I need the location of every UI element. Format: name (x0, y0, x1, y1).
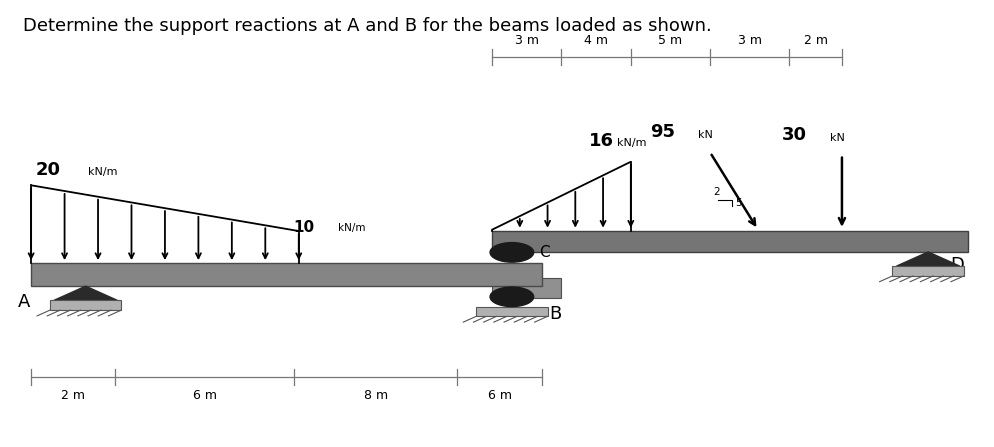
Text: 16: 16 (589, 132, 614, 150)
Text: 2 m: 2 m (804, 34, 828, 47)
Text: 6 m: 6 m (488, 389, 512, 402)
Bar (476, 307, 548, 316)
Text: kN: kN (698, 131, 713, 140)
Text: 2: 2 (713, 187, 720, 197)
Bar (492, 278, 562, 298)
Text: Determine the support reactions at A and B for the beams loaded as shown.: Determine the support reactions at A and… (23, 17, 712, 35)
Bar (492, 231, 968, 252)
Text: 3 m: 3 m (738, 34, 761, 47)
Text: 30: 30 (782, 126, 807, 143)
Text: kN: kN (830, 133, 845, 143)
Text: B: B (550, 305, 562, 323)
Text: 3 m: 3 m (515, 34, 539, 47)
Bar (50, 300, 121, 310)
Text: kN/m: kN/m (617, 139, 646, 148)
Text: 5: 5 (735, 198, 742, 208)
Circle shape (490, 243, 534, 262)
Text: 6 m: 6 m (193, 389, 217, 402)
Text: 10: 10 (294, 219, 315, 235)
Text: 5 m: 5 m (658, 34, 683, 47)
Text: A: A (18, 293, 31, 311)
Polygon shape (54, 286, 117, 300)
Circle shape (490, 287, 534, 307)
Bar (31, 263, 542, 286)
Text: C: C (540, 245, 551, 260)
Text: 95: 95 (650, 123, 675, 141)
Text: 2 m: 2 m (62, 389, 85, 402)
Bar (893, 266, 964, 276)
Text: kN/m: kN/m (87, 167, 117, 177)
Text: D: D (950, 257, 964, 274)
Polygon shape (897, 252, 960, 266)
Text: 8 m: 8 m (364, 389, 388, 402)
Text: kN/m: kN/m (338, 223, 366, 233)
Text: 4 m: 4 m (584, 34, 608, 47)
Text: 20: 20 (36, 161, 61, 179)
